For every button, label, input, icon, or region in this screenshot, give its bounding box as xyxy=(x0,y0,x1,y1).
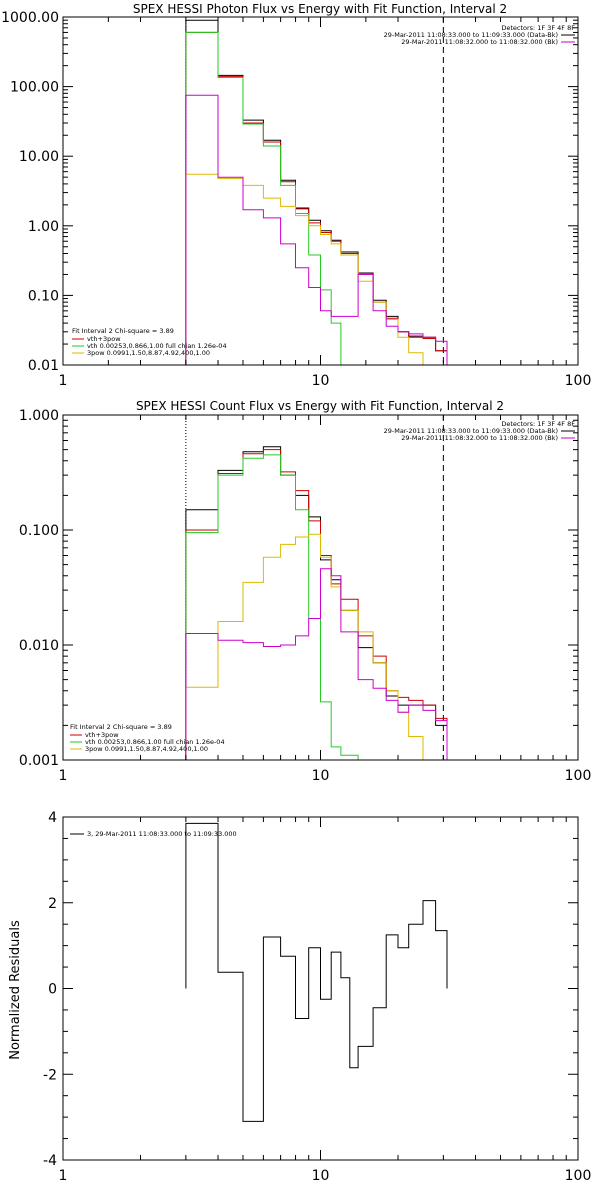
series-group xyxy=(185,17,448,365)
legend-total: vth+3pow xyxy=(85,731,119,739)
y-tick-label: -2 xyxy=(43,1067,57,1083)
legend-vth: vth 0.00253,0.866,1.00 full chian 1.26e-… xyxy=(87,342,227,350)
legend-detectors: Detectors: 1F 3F 4F 8F xyxy=(501,420,575,428)
photon-flux-series xyxy=(185,17,448,365)
photon-flux-axes: 1 10 100 1000.00 100.00 10.00 1.00 0.10 0.01 xyxy=(1,10,591,389)
y-tick-label: 0.100 xyxy=(19,523,59,539)
residuals-legend: 3, 29-Mar-2011 11:08:33.000 to 11:09:33.… xyxy=(87,830,237,838)
plot-frame xyxy=(62,16,579,366)
3pow-component-histogram xyxy=(185,533,437,760)
legend-fit-interval: Fit Interval 2 Chi-square = 3.89 xyxy=(72,327,174,335)
background-histogram xyxy=(185,568,448,760)
y-tick-label: 10.00 xyxy=(19,149,59,165)
data-minus-bk-histogram xyxy=(185,19,448,365)
legend-bk: 29-Mar-2011 11:08:32.000 to 11:08:32.000… xyxy=(401,434,558,442)
y-tick-label: 0.001 xyxy=(19,753,59,769)
residuals-histogram xyxy=(185,822,448,1122)
legend-data-bk: 29-Mar-2011 11:08:33.000 to 11:09:33.000… xyxy=(384,31,558,39)
x-tick-label: 1 xyxy=(59,1168,68,1184)
y-tick-label: 1.000 xyxy=(19,408,59,424)
y-tick-label: 2 xyxy=(48,896,57,912)
y-tick-label: 1000.00 xyxy=(1,10,59,26)
x-tick-label: 100 xyxy=(565,373,592,389)
background-histogram xyxy=(185,94,448,365)
count-flux-axes: 1 10 100 1.000 0.100 0.010 0.001 xyxy=(19,408,591,784)
y-tick-label: -4 xyxy=(43,1153,57,1169)
legend-detectors: Detectors: 1F 3F 4F 8F xyxy=(501,24,575,32)
legend-vth: vth 0.00253,0.866,1.00 full chian 1.26e-… xyxy=(85,738,225,746)
legend-pow: 3pow 0.0991,1.50,8.87,4.92,400,1.00 xyxy=(85,745,208,753)
x-tick-label: 10 xyxy=(312,1168,330,1184)
y-tick-label: 0.01 xyxy=(28,358,59,374)
legend-total: vth+3pow xyxy=(87,335,121,343)
y-tick-label: 0 xyxy=(48,982,57,998)
data-minus-bk-histogram xyxy=(185,446,448,760)
photon-flux-title: SPEX HESSI Photon Flux vs Energy with Fi… xyxy=(133,2,507,16)
total-fit-histogram xyxy=(185,449,448,760)
3pow-component-histogram xyxy=(185,173,424,365)
photon-flux-legend-fit: Fit Interval 2 Chi-square = 3.89 vth+3po… xyxy=(72,327,227,357)
legend-pow: 3pow 0.0991,1.50,8.87,4.92,400,1.00 xyxy=(87,349,210,357)
vth-component-histogram xyxy=(185,31,342,365)
photon-flux-panel: SPEX HESSI Photon Flux vs Energy with Fi… xyxy=(1,2,591,389)
residuals-axes: 1 10 100 4 2 0 -2 -4 xyxy=(43,810,591,1184)
residuals-panel: 1 10 100 4 2 0 -2 -4 Normalized Residuals 3, 29… xyxy=(8,810,591,1184)
y-tick-label: 100.00 xyxy=(10,80,59,96)
series-group xyxy=(185,822,448,1122)
y-tick-label: 4 xyxy=(48,810,57,826)
x-tick-label: 1 xyxy=(59,373,68,389)
count-flux-title: SPEX HESSI Count Flux vs Energy with Fit… xyxy=(136,399,504,413)
legend-bk: 29-Mar-2011 11:08:32.000 to 11:08:32.000… xyxy=(401,38,558,46)
y-tick-label: 0.10 xyxy=(28,288,59,304)
series-group xyxy=(185,415,448,760)
legend-fit-interval: Fit Interval 2 Chi-square = 3.89 xyxy=(70,723,172,731)
residuals-series xyxy=(185,822,448,1122)
vth-component-histogram xyxy=(185,454,359,760)
legend-data-bk: 29-Mar-2011 11:08:33.000 to 11:09:33.000… xyxy=(384,427,558,435)
x-tick-label: 10 xyxy=(312,768,330,784)
count-flux-series xyxy=(185,415,448,760)
x-tick-label: 100 xyxy=(565,1168,592,1184)
x-tick-label: 100 xyxy=(565,768,592,784)
residuals-y-axis-label: Normalized Residuals xyxy=(8,920,23,1060)
x-tick-label: 1 xyxy=(59,768,68,784)
total-fit-histogram xyxy=(185,31,448,365)
y-tick-label: 0.010 xyxy=(19,638,59,654)
count-flux-legend-fit: Fit Interval 2 Chi-square = 3.89 vth+3po… xyxy=(70,723,225,753)
x-tick-label: 10 xyxy=(312,373,330,389)
photon-flux-legend-top: Detectors: 1F 3F 4F 8F 29-Mar-2011 11:08… xyxy=(384,24,576,46)
count-flux-legend-top: Detectors: 1F 3F 4F 8F 29-Mar-2011 11:08… xyxy=(384,420,576,442)
count-flux-panel: SPEX HESSI Count Flux vs Energy with Fit… xyxy=(19,399,591,784)
y-tick-label: 1.00 xyxy=(28,219,59,235)
